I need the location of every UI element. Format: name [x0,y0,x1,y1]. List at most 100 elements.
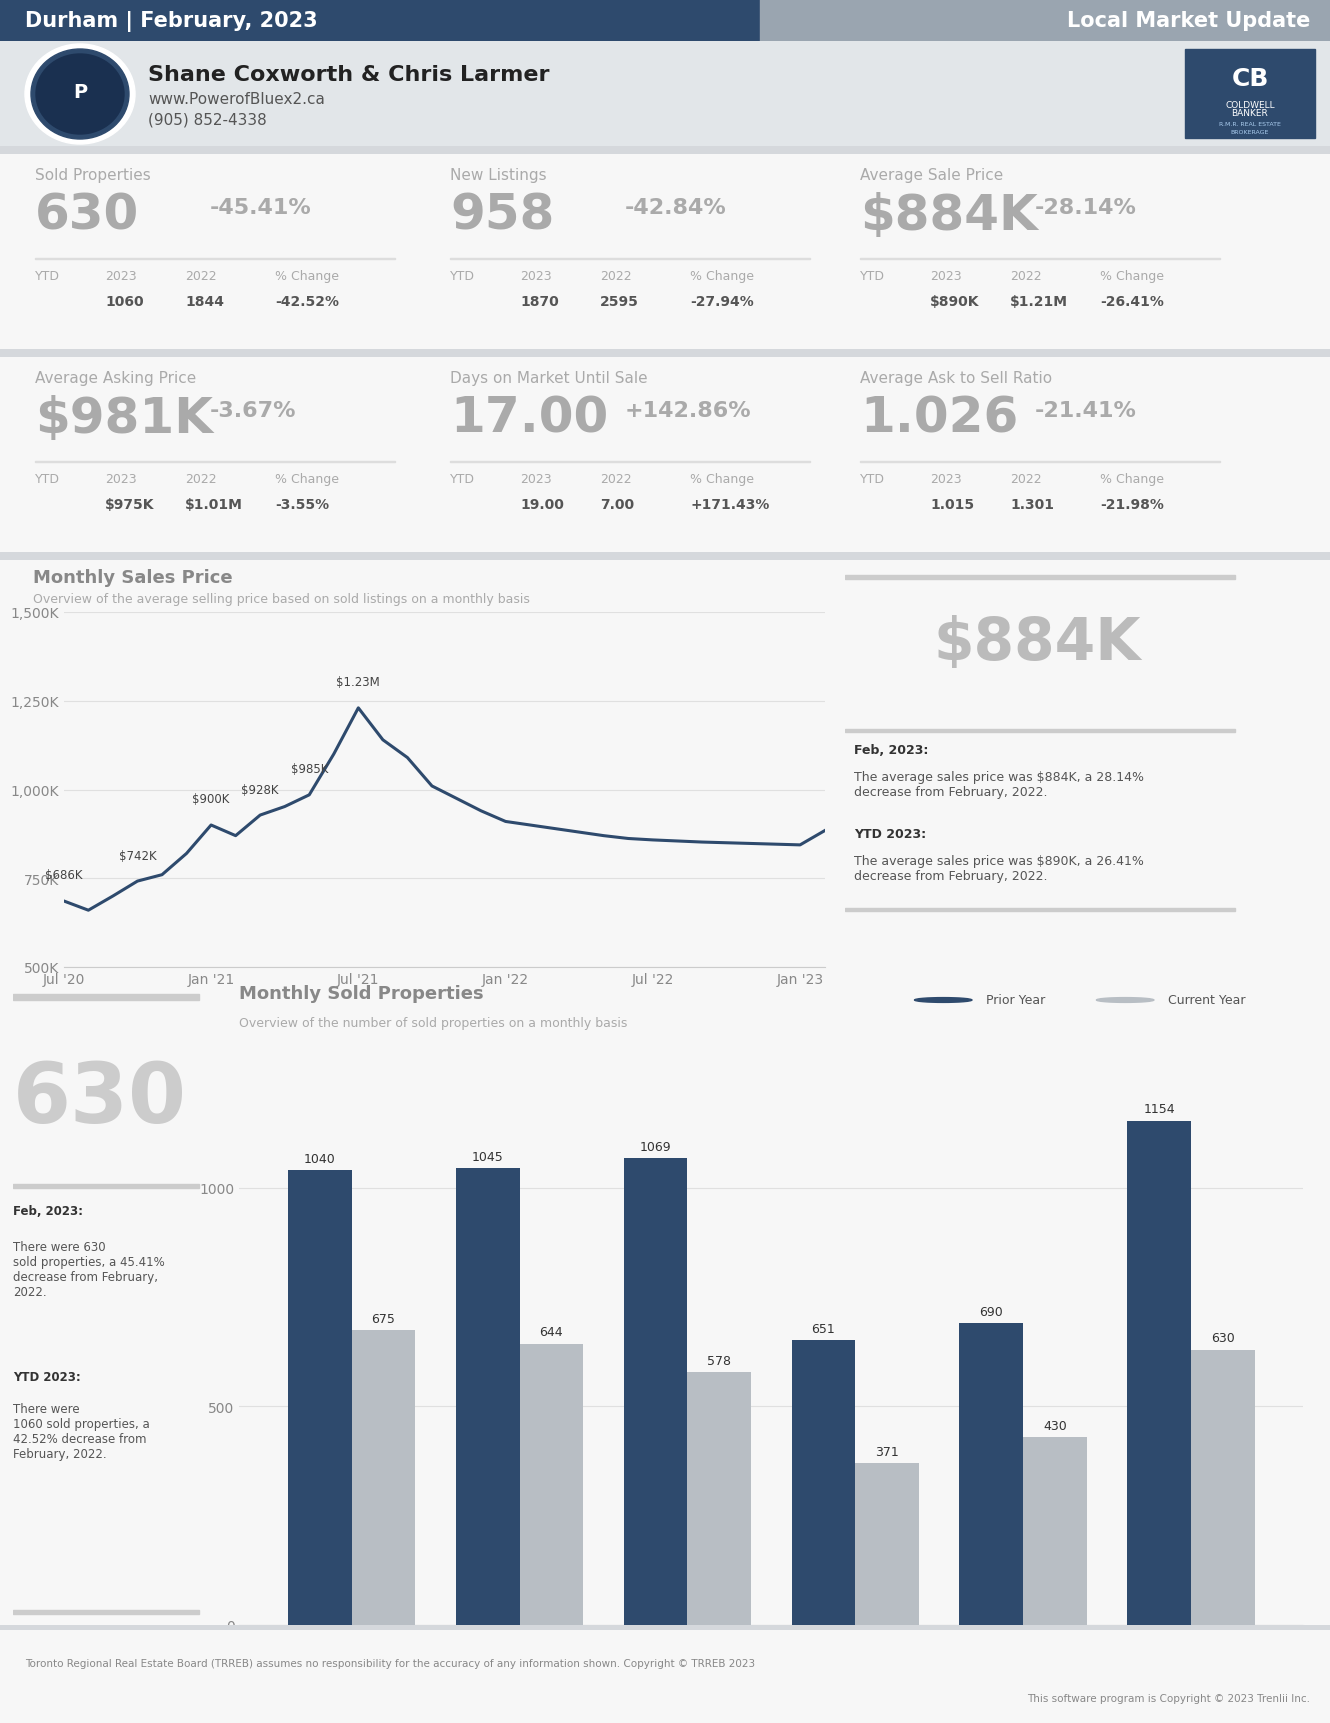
Text: -45.41%: -45.41% [210,198,311,217]
Text: Local Market Update: Local Market Update [1067,10,1310,31]
Text: 2023: 2023 [520,472,552,486]
Text: -21.98%: -21.98% [1100,498,1164,512]
Text: 371: 371 [875,1446,899,1458]
Text: 2022: 2022 [600,472,632,486]
Text: 1045: 1045 [472,1151,504,1163]
Text: 630: 630 [1212,1332,1236,1344]
Text: 630: 630 [35,191,140,239]
Bar [456,1168,520,1625]
Text: $1.21M: $1.21M [1009,295,1068,308]
Text: 1040: 1040 [303,1153,335,1165]
Text: 2023: 2023 [105,472,137,486]
Text: New Listings: New Listings [450,167,547,183]
Text: 2595: 2595 [600,295,638,308]
Text: -26.41%: -26.41% [1100,295,1164,308]
Text: 2022: 2022 [600,271,632,283]
Text: -42.84%: -42.84% [625,198,726,217]
Text: Prior Year: Prior Year [987,994,1045,1006]
Text: 578: 578 [708,1354,732,1368]
Text: YTD 2023:: YTD 2023: [854,827,926,841]
Bar [0,0,759,41]
Text: -3.67%: -3.67% [210,401,297,420]
Text: 2023: 2023 [520,271,552,283]
Text: +142.86%: +142.86% [625,401,751,420]
Text: 1.015: 1.015 [930,498,974,512]
Text: Shane Coxworth & Chris Larmer: Shane Coxworth & Chris Larmer [148,65,549,84]
Bar [791,1340,855,1625]
Bar [13,994,200,999]
Bar [13,1609,200,1614]
Text: 630: 630 [13,1058,188,1139]
Text: YTD: YTD [450,472,475,486]
Ellipse shape [31,50,129,140]
Bar [520,1344,584,1625]
Text: Feb, 2023:: Feb, 2023: [854,743,928,756]
Text: % Change: % Change [1100,271,1164,283]
Bar [13,1184,200,1189]
Text: $884K: $884K [861,191,1037,239]
Text: $1.23M: $1.23M [336,675,380,689]
Text: 2022: 2022 [1009,271,1041,283]
Text: Overview of the number of sold properties on a monthly basis: Overview of the number of sold propertie… [239,1017,628,1029]
Text: YTD: YTD [861,472,884,486]
Text: -28.14%: -28.14% [1035,198,1137,217]
Text: P: P [73,83,86,102]
Bar [624,1158,688,1625]
Text: 690: 690 [979,1306,1003,1318]
Text: R.M.R. REAL ESTATE: R.M.R. REAL ESTATE [1220,122,1281,128]
Text: YTD: YTD [861,271,884,283]
Text: Toronto Regional Real Estate Board (TRREB) assumes no responsibility for the acc: Toronto Regional Real Estate Board (TRRE… [25,1658,755,1668]
Text: $981K: $981K [35,395,213,443]
Bar [688,1373,751,1625]
Text: 1844: 1844 [185,295,223,308]
Circle shape [1096,998,1154,1003]
Bar [845,731,1234,732]
Text: 7.00: 7.00 [600,498,634,512]
Text: 1.301: 1.301 [1009,498,1053,512]
Bar [1185,50,1315,140]
Text: -27.94%: -27.94% [690,295,754,308]
Text: 651: 651 [811,1323,835,1335]
Bar [855,1463,919,1625]
Text: Average Asking Price: Average Asking Price [35,370,197,386]
Text: Days on Market Until Sale: Days on Market Until Sale [450,370,648,386]
Text: Monthly Sold Properties: Monthly Sold Properties [239,986,484,1003]
Text: $1.01M: $1.01M [185,498,243,512]
Text: This software program is Copyright © 2023 Trenlii Inc.: This software program is Copyright © 202… [1027,1694,1310,1702]
Text: BROKERAGE: BROKERAGE [1230,129,1269,134]
Bar [1128,1122,1192,1625]
Text: 1.026: 1.026 [861,395,1019,443]
Text: CB: CB [1232,67,1269,91]
Text: 2022: 2022 [185,271,217,283]
Text: YTD: YTD [35,271,60,283]
Text: BANKER: BANKER [1232,110,1269,119]
Text: 675: 675 [371,1311,395,1325]
Text: 1870: 1870 [520,295,559,308]
Text: Monthly Sales Price: Monthly Sales Price [33,569,233,586]
Bar [759,0,1330,41]
Bar [351,1330,415,1625]
Text: % Change: % Change [690,472,754,486]
Text: 430: 430 [1043,1420,1067,1432]
Text: +171.43%: +171.43% [690,498,769,512]
Text: Sold Properties: Sold Properties [35,167,150,183]
Text: YTD: YTD [35,472,60,486]
Text: Current Year: Current Year [1168,994,1246,1006]
Text: There were
1060 sold properties, a
42.52% decrease from
February, 2022.: There were 1060 sold properties, a 42.52… [13,1403,150,1461]
Text: The average sales price was $890K, a 26.41%
decrease from February, 2022.: The average sales price was $890K, a 26.… [854,855,1144,882]
Text: COLDWELL: COLDWELL [1225,100,1275,110]
Text: % Change: % Change [690,271,754,283]
Text: 19.00: 19.00 [520,498,564,512]
Text: Durham | February, 2023: Durham | February, 2023 [25,10,318,31]
Text: 1060: 1060 [105,295,144,308]
Text: $975K: $975K [105,498,154,512]
Ellipse shape [36,55,124,134]
Bar [1023,1437,1087,1625]
Bar [1192,1349,1256,1625]
Text: 644: 644 [540,1325,563,1339]
Text: (905) 852-4338: (905) 852-4338 [148,112,267,128]
Bar [287,1172,351,1625]
Text: % Change: % Change [275,271,339,283]
Circle shape [915,998,972,1003]
Text: 958: 958 [450,191,555,239]
